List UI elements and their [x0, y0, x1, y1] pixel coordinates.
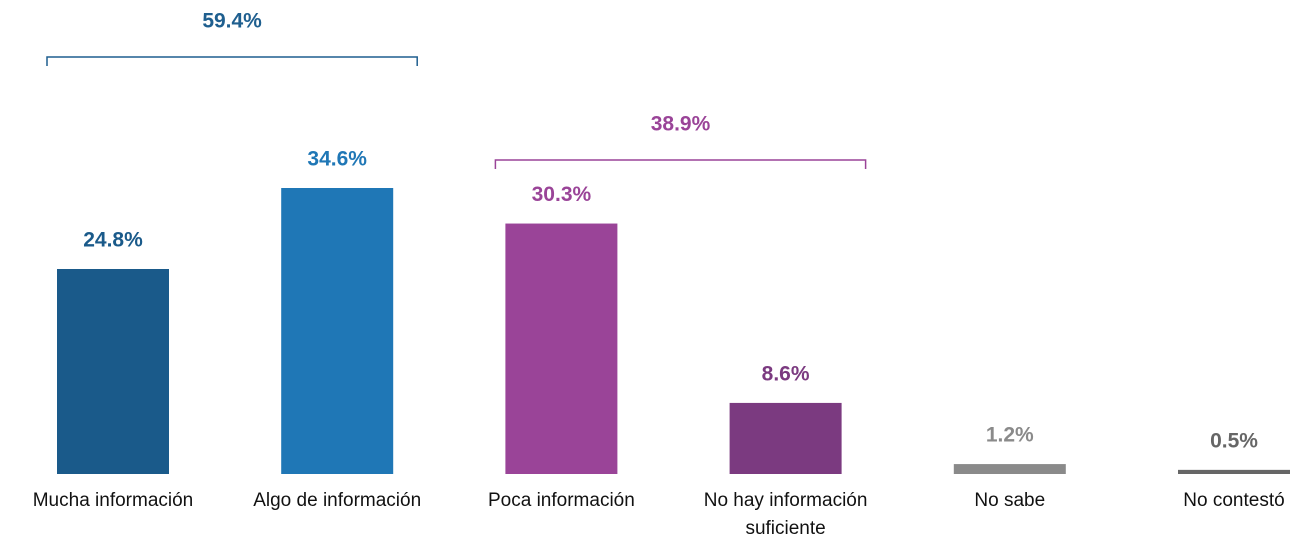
bar	[57, 269, 169, 474]
group-bracket	[46, 56, 418, 66]
value-label: 30.3%	[532, 183, 592, 206]
bar	[953, 464, 1066, 474]
group-label: 38.9%	[651, 113, 711, 136]
x-tick-label: Mucha información	[33, 490, 194, 511]
bar	[1178, 469, 1290, 474]
x-tick-label: No sabe	[974, 490, 1045, 511]
x-tick-label: No contestó	[1183, 490, 1284, 511]
group-bracket	[494, 159, 867, 169]
x-tick-label: No hay información suficiente	[704, 490, 868, 539]
value-label: 0.5%	[1210, 429, 1258, 452]
value-label: 34.6%	[307, 148, 367, 171]
bar	[281, 188, 394, 474]
x-tick-label: Poca información	[488, 490, 635, 511]
value-label: 24.8%	[83, 229, 143, 252]
value-label: 1.2%	[986, 424, 1034, 447]
value-label: 8.6%	[762, 362, 810, 385]
x-tick-label: Algo de información	[253, 490, 421, 511]
bar	[729, 402, 842, 474]
group-label: 59.4%	[202, 10, 262, 33]
bar	[505, 223, 618, 474]
